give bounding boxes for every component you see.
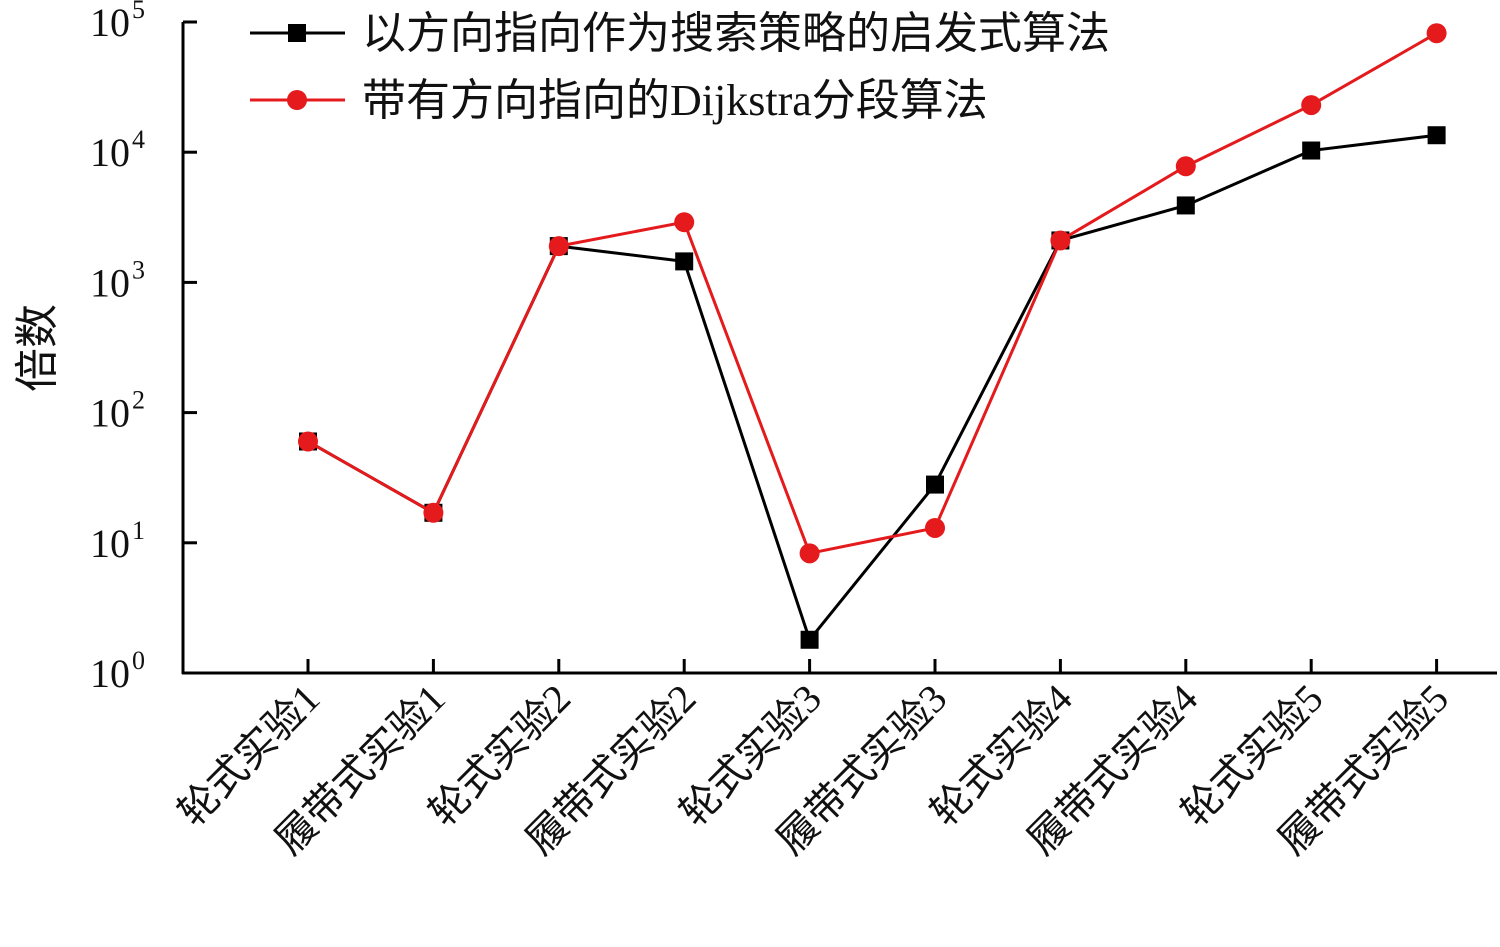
x-ticks: 轮式实验1履带式实验1轮式实验2履带式实验2轮式实验3履带式实验3轮式实验4履带…	[169, 659, 1457, 863]
legend-marker	[288, 24, 306, 42]
series-2	[298, 23, 1447, 564]
series-2-point	[548, 236, 569, 257]
series-1-point	[1302, 141, 1321, 160]
y-tick-label: 10	[90, 391, 130, 436]
y-axis-label: 倍数	[13, 304, 62, 392]
y-tick-label: 10	[90, 260, 130, 305]
y-tick-label: 10	[90, 0, 130, 45]
series-2-point	[1301, 95, 1322, 116]
legend-item-2: 带有方向指向的Dijkstra分段算法	[250, 76, 988, 125]
series-2-point	[1050, 230, 1071, 251]
series-1-point	[800, 630, 819, 649]
legend-label: 以方向指向作为搜索策略的启发式算法	[362, 9, 1110, 58]
series-1-point	[675, 252, 694, 271]
y-tick-exponent: 5	[132, 0, 145, 24]
series-1-point	[926, 475, 944, 494]
series-1-point	[1176, 196, 1195, 215]
y-tick-exponent: 3	[132, 255, 145, 284]
y-tick-label: 10	[90, 521, 130, 566]
series-2-point	[674, 212, 695, 233]
y-tick-exponent: 2	[132, 386, 145, 415]
y-tick-exponent: 0	[132, 646, 145, 675]
series-2-point	[423, 502, 444, 523]
series-1-line	[307, 133, 1437, 643]
axes	[181, 22, 1497, 675]
series-2-point	[1175, 156, 1196, 177]
y-tick-exponent: 1	[132, 516, 145, 545]
series-2-point	[298, 431, 318, 452]
legend-marker	[287, 90, 307, 110]
series-1-point	[1427, 126, 1446, 145]
series-2-line	[307, 31, 1438, 556]
series-2-point	[1426, 23, 1447, 44]
y-tick-label: 10	[90, 651, 130, 696]
series-2-point	[799, 543, 820, 564]
series-layer	[298, 23, 1447, 649]
series-2-point	[925, 517, 945, 538]
y-tick-exponent: 4	[132, 125, 145, 154]
legend-item-1: 以方向指向作为搜索策略的启发式算法	[250, 9, 1110, 58]
series-1	[299, 126, 1446, 649]
legend-label: 带有方向指向的Dijkstra分段算法	[362, 76, 988, 125]
y-tick-label: 10	[90, 130, 130, 175]
